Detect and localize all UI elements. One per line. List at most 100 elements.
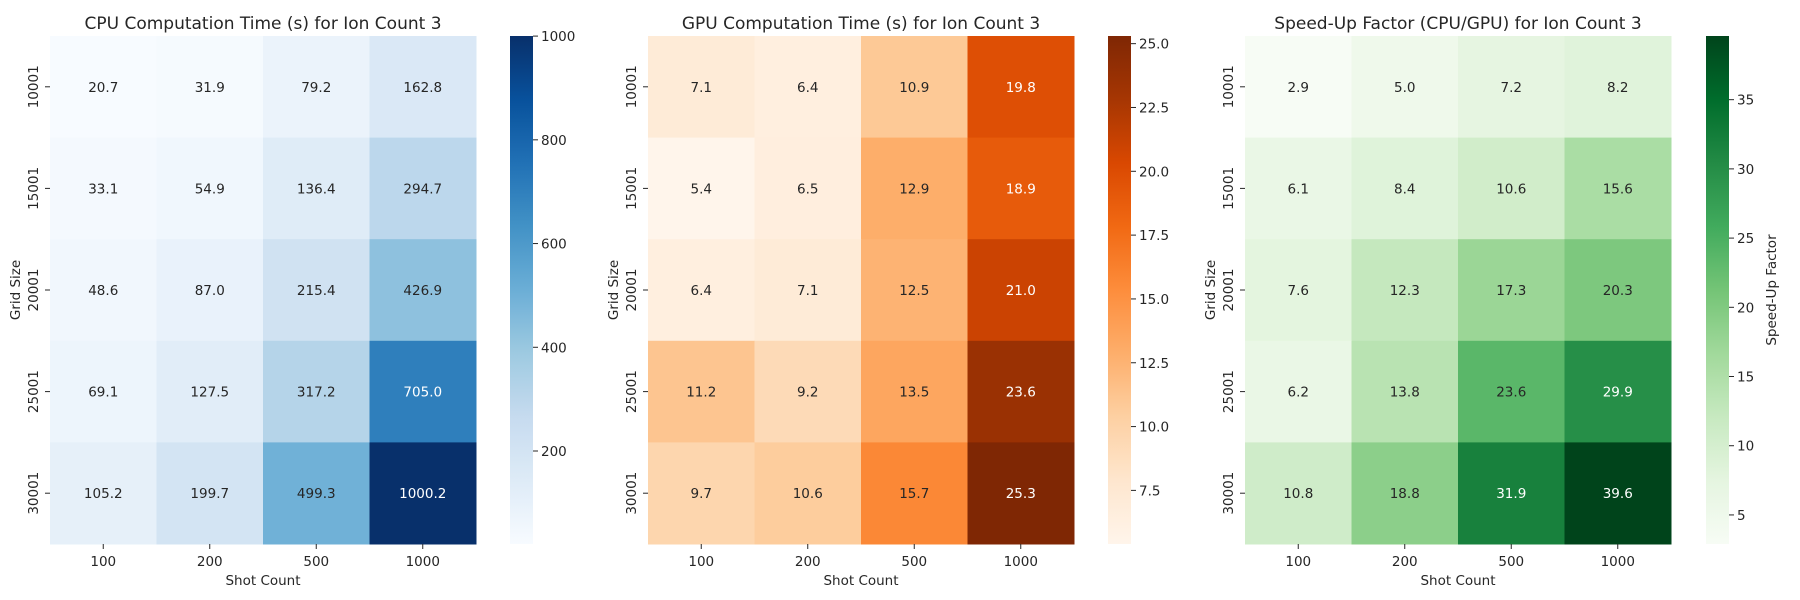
x-tick-label: 500: [1498, 554, 1524, 570]
colorbar-tick-label: 600: [541, 237, 567, 253]
x-tick-label: 1000: [406, 554, 440, 570]
cell-value-label: 39.6: [1603, 486, 1633, 502]
colorbar-tick-label: 800: [541, 133, 567, 149]
cell-value-label: 11.2: [686, 385, 716, 401]
cell-value-label: 18.8: [1390, 486, 1420, 502]
heatmap-cell: [648, 36, 755, 139]
heatmap-cell: [50, 137, 157, 240]
cell-value-label: 6.4: [691, 283, 712, 299]
cell-value-label: 18.9: [1006, 181, 1036, 197]
heatmap-cell: [1458, 239, 1565, 342]
colorbar: [1108, 36, 1131, 544]
heatmap-cell: [1458, 340, 1565, 443]
heatmap-cell: [1458, 36, 1565, 139]
cell-value-label: 69.1: [88, 385, 118, 401]
cell-value-label: 12.9: [899, 181, 929, 197]
heatmap-cell: [1245, 137, 1352, 240]
x-tick-label: 500: [303, 554, 329, 570]
cell-value-label: 8.2: [1607, 80, 1628, 96]
cell-value-label: 15.6: [1603, 181, 1633, 197]
cell-value-label: 10.6: [793, 486, 823, 502]
cell-value-label: 9.7: [691, 486, 712, 502]
colorbar-tick-label: 200: [541, 444, 567, 460]
cell-value-label: 23.6: [1006, 385, 1036, 401]
y-tick-label: 10001: [624, 65, 640, 108]
heatmap-cell: [263, 442, 370, 545]
cell-value-label: 127.5: [190, 385, 229, 401]
colorbar: [510, 36, 533, 544]
cell-value-label: 10.9: [899, 80, 929, 96]
heatmap-cell: [967, 442, 1075, 545]
colorbar-tick-label: 15: [1737, 370, 1754, 386]
heatmap-cell: [754, 442, 862, 545]
colorbar: [1706, 36, 1729, 544]
heatmap-cell: [369, 137, 477, 240]
colorbar-tick-label: 12.5: [1139, 356, 1169, 372]
heatmap-cell: [50, 442, 157, 545]
heatmap-cell: [1351, 137, 1459, 240]
heatmap-cell: [754, 137, 862, 240]
cell-value-label: 7.2: [1501, 80, 1522, 96]
x-axis-label: Shot Count: [823, 573, 898, 589]
heatmap-cell: [263, 137, 370, 240]
heatmap-cell: [648, 137, 755, 240]
heatmap-cell: [1564, 340, 1672, 443]
heatmap-cell: [156, 442, 264, 545]
heatmap-cell: [156, 137, 264, 240]
chart-title: Speed-Up Factor (CPU/GPU) for Ion Count …: [1274, 14, 1641, 34]
cell-value-label: 12.5: [899, 283, 929, 299]
heatmap-panel-3: Speed-Up Factor (CPU/GPU) for Ion Count …: [1203, 14, 1780, 589]
cell-value-label: 2.9: [1288, 80, 1309, 96]
heatmap-cell: [369, 340, 477, 443]
colorbar-tick-label: 35: [1737, 93, 1754, 109]
colorbar-tick-label: 5: [1737, 508, 1746, 524]
heatmap-cell: [1245, 340, 1352, 443]
heatmap-cell: [1351, 340, 1459, 443]
heatmap-cell: [1245, 36, 1352, 139]
colorbar-tick-label: 25.0: [1139, 37, 1169, 53]
heatmap-cell: [50, 239, 157, 342]
heatmap-cell: [967, 340, 1075, 443]
cell-value-label: 17.3: [1496, 283, 1526, 299]
y-tick-label: 15001: [26, 167, 42, 210]
heatmap-cell: [1458, 137, 1565, 240]
heatmap-cell: [754, 340, 862, 443]
cell-value-label: 6.4: [797, 80, 818, 96]
cell-value-label: 294.7: [403, 181, 442, 197]
heatmap-cell: [967, 137, 1075, 240]
x-tick-label: 100: [1285, 554, 1311, 570]
colorbar-tick-label: 25: [1737, 231, 1754, 247]
cell-value-label: 7.1: [797, 283, 818, 299]
cell-value-label: 5.4: [691, 181, 712, 197]
cell-value-label: 20.3: [1603, 283, 1633, 299]
cell-value-label: 6.2: [1288, 385, 1309, 401]
y-tick-label: 30001: [624, 472, 640, 515]
cell-value-label: 12.3: [1390, 283, 1420, 299]
colorbar-tick-label: 15.0: [1139, 292, 1169, 308]
colorbar-tick-label: 1000: [541, 29, 575, 45]
cell-value-label: 48.6: [88, 283, 118, 299]
cell-value-label: 31.9: [1496, 486, 1526, 502]
heatmap-cell: [1245, 442, 1352, 545]
y-axis-label: Grid Size: [8, 260, 24, 320]
heatmap-cell: [263, 36, 370, 139]
cell-value-label: 1000.2: [399, 486, 446, 502]
y-tick-label: 30001: [1221, 472, 1237, 515]
y-tick-label: 10001: [26, 65, 42, 108]
cell-value-label: 199.7: [190, 486, 229, 502]
cell-value-label: 9.2: [797, 385, 818, 401]
cell-value-label: 21.0: [1006, 283, 1036, 299]
heatmap-cell: [967, 36, 1075, 139]
heatmap-cell: [648, 340, 755, 443]
cell-value-label: 15.7: [899, 486, 929, 502]
cell-value-label: 10.6: [1496, 181, 1526, 197]
heatmap-cell: [1564, 137, 1672, 240]
cell-value-label: 136.4: [297, 181, 336, 197]
heatmap-cell: [1245, 239, 1352, 342]
y-tick-label: 25001: [624, 370, 640, 413]
cell-value-label: 23.6: [1496, 385, 1526, 401]
y-axis-label: Grid Size: [606, 260, 622, 320]
cell-value-label: 705.0: [403, 385, 442, 401]
cell-value-label: 20.7: [88, 80, 118, 96]
heatmap-cell: [967, 239, 1075, 342]
